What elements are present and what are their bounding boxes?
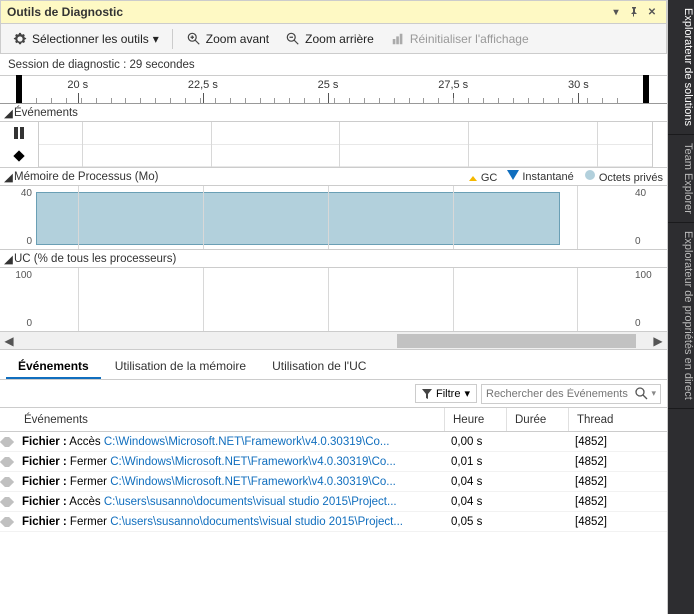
diamond-icon xyxy=(0,497,14,507)
close-icon[interactable]: ✕ xyxy=(644,4,660,20)
zoom-out-icon xyxy=(285,31,301,47)
scroll-left-icon[interactable]: ◀ xyxy=(0,332,18,350)
time-ruler[interactable]: 20 s22,5 s25 s27,5 s30 s xyxy=(0,76,667,104)
memory-legend: GC Instantané Octets privés xyxy=(468,169,663,184)
detail-tabs: Événements Utilisation de la mémoire Uti… xyxy=(0,350,667,380)
tab-solution-explorer[interactable]: Explorateur de solutions xyxy=(668,0,694,135)
session-info: Session de diagnostic : 29 secondes xyxy=(0,54,667,76)
search-input[interactable] xyxy=(486,388,635,400)
diamond-icon xyxy=(0,457,14,467)
diamond-icon xyxy=(0,477,14,487)
gear-icon xyxy=(12,31,28,47)
scroll-right-icon[interactable]: ▶ xyxy=(649,332,667,350)
tab-team-explorer[interactable]: Team Explorer xyxy=(668,135,694,223)
memory-lane-header[interactable]: ◢ Mémoire de Processus (Mo) GC Instantan… xyxy=(0,168,667,186)
caret-icon: ◢ xyxy=(4,252,14,266)
events-lane-header[interactable]: ◢ Événements xyxy=(0,104,667,122)
col-duration[interactable]: Durée xyxy=(507,408,569,431)
zoom-out-button[interactable]: Zoom arrière xyxy=(278,27,381,51)
tab-events[interactable]: Événements xyxy=(6,353,101,379)
select-tools-button[interactable]: Sélectionner les outils ▾ xyxy=(5,27,166,51)
diamond-icon xyxy=(0,517,14,527)
col-time[interactable]: Heure xyxy=(445,408,507,431)
col-events[interactable]: Événements xyxy=(16,408,445,431)
window-title: Outils de Diagnostic xyxy=(7,5,123,19)
tab-cpu[interactable]: Utilisation de l'UC xyxy=(260,353,378,379)
chevron-down-icon: ▾ xyxy=(153,32,159,46)
memory-chart: 400 400 xyxy=(0,186,667,250)
cpu-lane-header[interactable]: ◢ UC (% de tous les processeurs) xyxy=(0,250,667,268)
pin-icon[interactable] xyxy=(626,4,642,20)
filter-bar: Filtre ▾ ▾ xyxy=(0,380,667,408)
table-row[interactable]: Fichier : Fermer C:\Windows\Microsoft.NE… xyxy=(0,452,667,472)
caret-icon: ◢ xyxy=(4,106,14,120)
pause-icon[interactable] xyxy=(13,127,25,139)
col-thread[interactable]: Thread xyxy=(569,408,649,431)
table-row[interactable]: Fichier : Fermer C:\users\susanno\docume… xyxy=(0,512,667,532)
events-table: Événements Heure Durée Thread Fichier : … xyxy=(0,408,667,614)
horizontal-scrollbar[interactable]: ◀ ▶ xyxy=(0,332,667,350)
filter-icon xyxy=(422,389,432,399)
filter-button[interactable]: Filtre ▾ xyxy=(415,384,477,403)
table-row[interactable]: Fichier : Accès C:\users\susanno\documen… xyxy=(0,492,667,512)
toolbar: Sélectionner les outils ▾ Zoom avant Zoo… xyxy=(0,24,667,54)
title-bar: Outils de Diagnostic ▾ ✕ xyxy=(0,0,667,24)
diamond-icon[interactable] xyxy=(13,150,25,162)
zoom-in-button[interactable]: Zoom avant xyxy=(179,27,276,51)
tab-live-properties[interactable]: Explorateur de propriétés en direct xyxy=(668,223,694,409)
reset-icon xyxy=(390,31,406,47)
table-row[interactable]: Fichier : Accès C:\Windows\Microsoft.NET… xyxy=(0,432,667,452)
tab-memory[interactable]: Utilisation de la mémoire xyxy=(103,353,258,379)
search-box[interactable]: ▾ xyxy=(481,384,661,404)
dropdown-icon[interactable]: ▾ xyxy=(608,4,624,20)
caret-icon: ◢ xyxy=(4,170,14,184)
table-row[interactable]: Fichier : Fermer C:\Windows\Microsoft.NE… xyxy=(0,472,667,492)
diamond-icon xyxy=(0,437,14,447)
events-lane xyxy=(0,122,667,168)
ruler-end-marker xyxy=(643,75,649,103)
reset-view-button[interactable]: Réinitialiser l'affichage xyxy=(383,27,536,51)
cpu-chart: 1000 1000 xyxy=(0,268,667,332)
ruler-start-marker xyxy=(16,75,22,103)
right-sidebar: Explorateur de solutions Team Explorer E… xyxy=(668,0,694,614)
table-header: Événements Heure Durée Thread xyxy=(0,408,667,432)
search-icon[interactable] xyxy=(635,387,649,401)
zoom-in-icon xyxy=(186,31,202,47)
